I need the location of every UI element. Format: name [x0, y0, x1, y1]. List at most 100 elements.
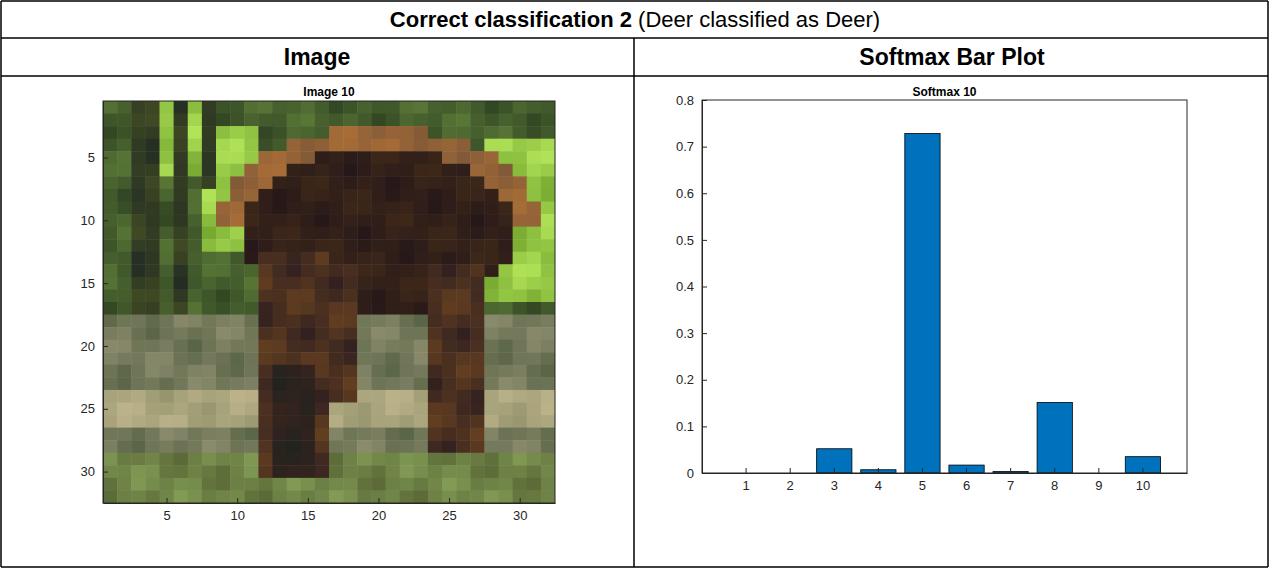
pixel	[230, 239, 245, 252]
pixel	[103, 289, 118, 302]
pixel	[400, 239, 415, 252]
pixel	[371, 327, 386, 340]
pixel	[131, 365, 146, 378]
pixel	[329, 403, 344, 416]
pixel	[117, 440, 132, 453]
pixel	[513, 189, 528, 202]
pixel	[287, 176, 302, 189]
pixel	[456, 227, 471, 240]
pixel	[386, 252, 401, 265]
pixel	[400, 352, 415, 365]
pixel	[117, 264, 132, 277]
pixel	[103, 390, 118, 403]
pixel	[541, 440, 555, 453]
pixel	[527, 365, 542, 378]
pixel	[499, 214, 514, 227]
pixel	[244, 440, 259, 453]
pixel	[386, 202, 401, 215]
pixel	[301, 302, 316, 315]
pixel	[484, 214, 499, 227]
pixel	[103, 327, 118, 340]
pixel	[202, 403, 217, 416]
bars	[817, 134, 1161, 473]
table-rule	[0, 1, 2, 567]
tick-label: 20	[81, 339, 95, 354]
pixel	[145, 189, 160, 202]
pixel	[484, 277, 499, 290]
pixel	[202, 377, 217, 390]
pixel	[484, 390, 499, 403]
pixel	[442, 302, 457, 315]
pixel	[160, 453, 175, 466]
pixel	[160, 214, 175, 227]
pixel	[371, 277, 386, 290]
pixel	[499, 202, 514, 215]
pixel	[160, 377, 175, 390]
pixel	[357, 189, 372, 202]
tick-mark	[449, 498, 450, 503]
pixel	[301, 214, 316, 227]
pixel	[117, 340, 132, 353]
pixel	[315, 151, 330, 164]
pixel	[301, 289, 316, 302]
pixel	[371, 390, 386, 403]
pixel	[414, 377, 429, 390]
pixel	[230, 227, 245, 240]
pixel	[470, 252, 485, 265]
pixel	[484, 327, 499, 340]
pixel	[442, 114, 457, 127]
pixel	[216, 239, 231, 252]
tick-mark	[790, 468, 791, 473]
pixel	[527, 440, 542, 453]
pixel	[414, 202, 429, 215]
tick: 0.3	[676, 326, 707, 341]
pixel	[131, 302, 146, 315]
pixel	[371, 340, 386, 353]
pixel	[386, 139, 401, 152]
pixel	[343, 340, 358, 353]
pixel	[527, 151, 542, 164]
pixel	[287, 139, 302, 152]
tick-mark	[966, 468, 967, 473]
pixel	[357, 126, 372, 139]
pixel	[145, 164, 160, 177]
pixel	[160, 277, 175, 290]
tick-mark	[702, 100, 707, 101]
pixel	[527, 277, 542, 290]
pixel	[273, 302, 288, 315]
pixel	[484, 101, 499, 114]
pixel	[188, 453, 203, 466]
pixel	[371, 139, 386, 152]
pixel	[470, 352, 485, 365]
pixel	[103, 403, 118, 416]
pixel	[160, 403, 175, 416]
pixel	[343, 478, 358, 491]
axis: 00.10.20.30.40.50.60.70.8	[676, 93, 707, 481]
pixel	[400, 151, 415, 164]
pixel	[414, 428, 429, 441]
pixel	[484, 453, 499, 466]
pixel	[145, 264, 160, 277]
pixel	[244, 490, 259, 503]
pixel	[258, 453, 273, 466]
pixel	[230, 465, 245, 478]
pixel	[230, 252, 245, 265]
pixel	[103, 453, 118, 466]
pixel	[315, 176, 330, 189]
plot-frame	[103, 101, 555, 503]
chart-title: Softmax 10	[912, 85, 976, 99]
pixel	[103, 126, 118, 139]
tick-label: 0.8	[676, 93, 694, 108]
pixel	[103, 352, 118, 365]
pixel	[357, 252, 372, 265]
tick-label: 0.3	[676, 326, 694, 341]
tick-label: 0.2	[676, 372, 694, 387]
pixel	[216, 478, 231, 491]
pixel	[470, 453, 485, 466]
pixel	[527, 227, 542, 240]
pixel	[202, 164, 217, 177]
pixel	[386, 289, 401, 302]
pixel	[513, 176, 528, 189]
pixel	[541, 340, 555, 353]
pixel	[343, 453, 358, 466]
